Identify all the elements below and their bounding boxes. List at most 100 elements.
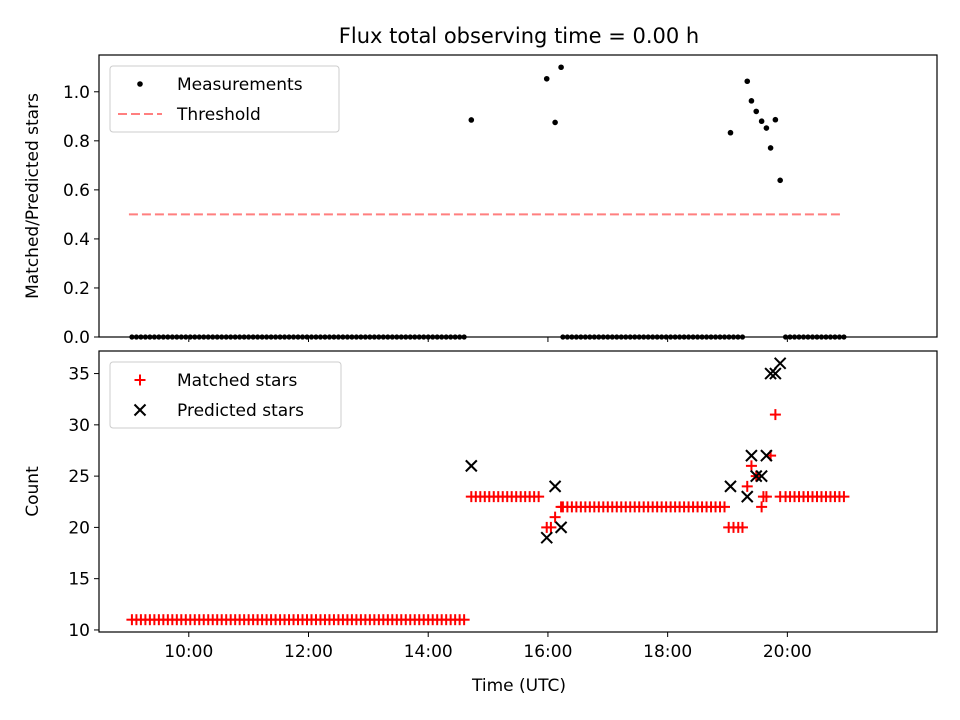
measurement-point bbox=[814, 334, 820, 340]
measurement-point bbox=[232, 334, 238, 340]
measurement-point bbox=[717, 334, 723, 340]
matched-point bbox=[545, 521, 557, 533]
measurement-point bbox=[573, 334, 579, 340]
measurement-point bbox=[841, 334, 847, 340]
measurement-point bbox=[439, 334, 445, 340]
matched-point bbox=[458, 614, 470, 626]
measurement-point bbox=[552, 119, 558, 126]
measurement-point bbox=[809, 334, 816, 340]
matched-point bbox=[760, 491, 772, 503]
measurement-point bbox=[376, 334, 382, 340]
measurement-point bbox=[340, 334, 346, 340]
measurement-point bbox=[591, 334, 597, 340]
measurement-point bbox=[782, 334, 789, 340]
measurement-point bbox=[726, 334, 732, 340]
x-tick-label: 20:00 bbox=[763, 642, 812, 662]
measurement-point bbox=[147, 334, 153, 340]
x-tick-label: 10:00 bbox=[164, 642, 213, 662]
measurement-point bbox=[614, 334, 620, 340]
measurement-point bbox=[448, 334, 454, 340]
measurement-point bbox=[777, 177, 783, 184]
y-axis-label: Count bbox=[23, 466, 43, 517]
matched-point bbox=[769, 409, 781, 421]
measurement-point bbox=[412, 334, 418, 340]
measurement-point bbox=[317, 334, 324, 340]
measurement-point bbox=[641, 334, 647, 340]
legend-box bbox=[109, 361, 342, 429]
predicted-point bbox=[465, 459, 478, 473]
predicted-point bbox=[554, 521, 568, 534]
axes-frame-0 bbox=[98, 54, 938, 338]
measurement-point bbox=[434, 334, 440, 340]
measurement-point bbox=[169, 334, 175, 340]
measurement-point bbox=[304, 334, 310, 340]
measurement-point bbox=[421, 334, 427, 340]
measurement-point bbox=[791, 334, 798, 340]
measurement-point bbox=[313, 334, 319, 340]
measurement-point bbox=[632, 334, 638, 340]
y-tick-label: 10 bbox=[68, 621, 90, 641]
measurement-point bbox=[358, 334, 364, 340]
predicted-point bbox=[760, 449, 773, 462]
measurement-point bbox=[160, 334, 166, 340]
y-tick-label: 30 bbox=[68, 416, 90, 436]
measurement-point bbox=[767, 145, 774, 151]
x-stroke-2 bbox=[760, 449, 773, 462]
measurement-point bbox=[264, 334, 270, 340]
legend-0: Measurements Threshold bbox=[109, 65, 340, 133]
y-tick-label: 0.4 bbox=[63, 230, 90, 250]
measurement-point bbox=[650, 334, 656, 340]
matched-point bbox=[555, 501, 567, 513]
y-tick-label: 0.0 bbox=[63, 328, 90, 348]
measurement-point bbox=[763, 125, 770, 131]
measurement-point bbox=[744, 78, 751, 85]
measurement-point bbox=[385, 334, 391, 340]
x-stroke-2 bbox=[764, 367, 777, 380]
x-stroke-2 bbox=[750, 469, 763, 483]
measurement-point bbox=[699, 334, 705, 340]
matched-point bbox=[741, 480, 753, 492]
measurement-point bbox=[461, 334, 467, 340]
measurement-point bbox=[331, 334, 337, 340]
measurement-point bbox=[663, 334, 669, 340]
measurement-point bbox=[672, 334, 678, 340]
legend-marker-x bbox=[133, 403, 147, 417]
measurement-point bbox=[425, 334, 431, 340]
y-axis-label: Matched/Predicted stars bbox=[23, 93, 43, 299]
measurement-point bbox=[618, 334, 624, 340]
measurement-point bbox=[832, 334, 838, 340]
measurement-point bbox=[277, 334, 283, 340]
x-stroke-2 bbox=[755, 469, 768, 483]
measurement-point bbox=[335, 334, 342, 340]
measurement-point bbox=[286, 334, 292, 340]
measurement-point bbox=[295, 334, 301, 340]
x-stroke-2 bbox=[554, 521, 568, 534]
matched-point bbox=[745, 460, 757, 472]
y-tick-label: 15 bbox=[68, 570, 90, 590]
measurement-point bbox=[827, 334, 834, 340]
predicted-point bbox=[750, 469, 763, 483]
x-stroke-2 bbox=[465, 459, 478, 473]
measurement-point bbox=[138, 334, 144, 340]
legend-label: Measurements bbox=[177, 75, 303, 95]
measurement-point bbox=[443, 334, 449, 340]
measurement-point bbox=[685, 334, 692, 340]
predicted-point bbox=[773, 357, 787, 370]
measurement-point bbox=[380, 334, 386, 340]
y-tick-label: 35 bbox=[68, 365, 90, 385]
measurement-point bbox=[587, 334, 593, 340]
measurement-point bbox=[578, 334, 584, 340]
measurement-point bbox=[223, 334, 229, 340]
measurement-point bbox=[156, 334, 162, 340]
measurement-point bbox=[627, 334, 633, 340]
measurement-point bbox=[654, 334, 660, 340]
measurement-point bbox=[322, 334, 328, 340]
measurement-point bbox=[800, 334, 807, 340]
measurement-point bbox=[694, 334, 701, 340]
measurement-point bbox=[259, 334, 265, 340]
measurement-point bbox=[712, 334, 719, 340]
x-stroke-2 bbox=[773, 357, 787, 370]
matched-point bbox=[533, 491, 545, 503]
measurement-point bbox=[564, 334, 570, 340]
measurement-point bbox=[228, 334, 234, 340]
